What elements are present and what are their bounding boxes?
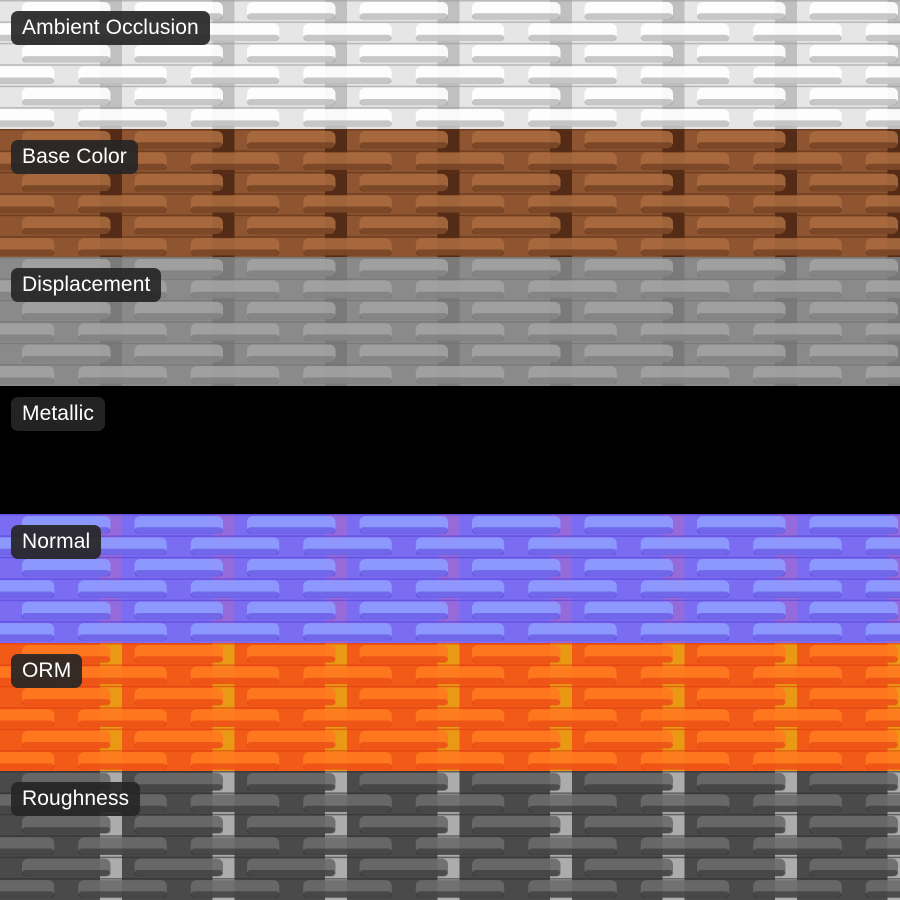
panel-normal: Normal [0, 514, 900, 643]
displacement-texture [0, 257, 900, 386]
roughness-texture [0, 771, 900, 900]
panel-label-orm: ORM [11, 653, 83, 688]
panel-base-color: Base Color [0, 128, 900, 257]
panel-displacement: Displacement [0, 257, 900, 386]
base-color-texture [0, 128, 900, 257]
panel-roughness: Roughness [0, 771, 900, 900]
panel-label-base-color: Base Color [11, 139, 138, 174]
normal-texture [0, 514, 900, 643]
panel-label-ambient-occlusion: Ambient Occlusion [11, 11, 210, 45]
panel-ambient-occlusion: Ambient Occlusion [0, 0, 900, 129]
orm-texture [0, 642, 900, 771]
panel-label-roughness: Roughness [11, 782, 141, 816]
panel-label-displacement: Displacement [11, 268, 162, 302]
panel-label-normal: Normal [11, 525, 102, 559]
panel-metallic: Metallic [0, 385, 900, 514]
metallic-texture [0, 385, 900, 514]
panel-label-metallic: Metallic [11, 396, 105, 431]
panel-orm: ORM [0, 642, 900, 771]
